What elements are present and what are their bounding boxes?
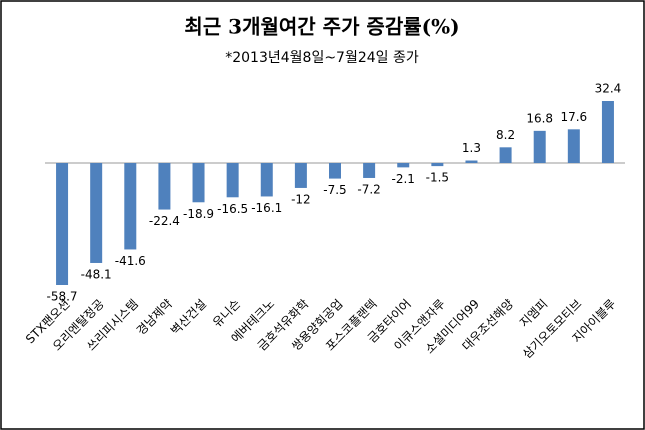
bar (192, 163, 205, 203)
bar (158, 163, 171, 210)
bar (567, 129, 580, 163)
value-label: 8.2 (496, 128, 515, 142)
value-label: 17.6 (560, 110, 587, 124)
bar (260, 163, 273, 197)
bar (601, 101, 614, 163)
bar (294, 163, 307, 188)
bar (363, 163, 376, 178)
bar (329, 163, 341, 179)
bar (499, 147, 512, 163)
value-label: -16.5 (217, 202, 248, 216)
value-label: -1.5 (426, 171, 449, 185)
bar (124, 163, 137, 250)
value-label: 32.4 (595, 82, 622, 96)
value-label: -22.4 (149, 214, 180, 228)
value-label: 1.3 (462, 141, 481, 155)
value-label: -18.9 (183, 207, 214, 221)
bar (397, 163, 410, 168)
bar (533, 130, 546, 163)
value-label: -16.1 (251, 201, 282, 215)
chart-title: 최근 3개월여간 주가 증감률(%) (184, 15, 459, 39)
bar (226, 163, 239, 198)
value-label: -41.6 (115, 254, 146, 268)
value-label: -2.1 (392, 172, 415, 186)
value-label: -7.2 (357, 182, 380, 196)
bar (431, 163, 444, 167)
bar (90, 163, 103, 263)
bar (465, 160, 478, 163)
value-label: -58.7 (47, 290, 78, 304)
value-label: -48.1 (81, 267, 112, 281)
bar (56, 163, 69, 285)
chart-subtitle: *2013년4월8일~7월24일 종가 (225, 50, 419, 66)
value-label: 16.8 (526, 111, 553, 125)
value-label: -12 (291, 192, 311, 206)
value-label: -7.5 (323, 183, 346, 197)
